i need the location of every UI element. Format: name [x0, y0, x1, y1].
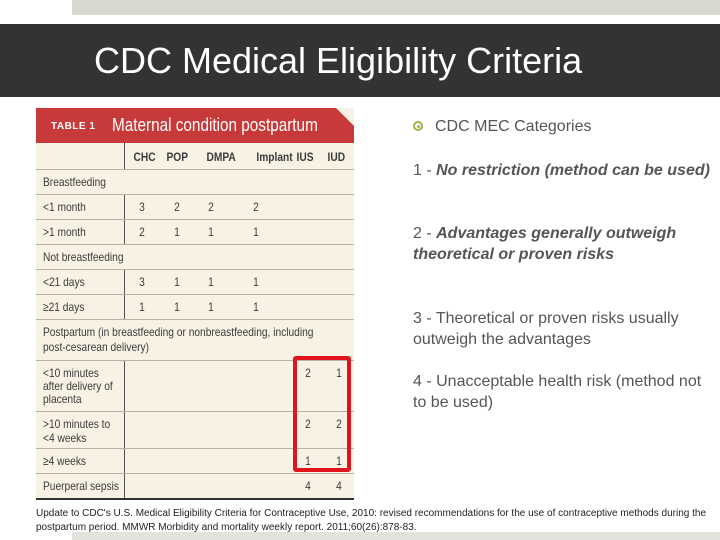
cell: 2 [253, 200, 259, 214]
cell: 1 [305, 454, 311, 468]
category-item: 4 - Unacceptable health risk (method not… [413, 371, 713, 413]
table-row: Puerperal sepsis 4 4 [36, 474, 354, 500]
table-row: ≥21 days 1 1 1 1 [36, 295, 354, 320]
row-label: Puerperal sepsis [43, 479, 119, 493]
table-header-banner: TABLE 1 Maternal condition postpartum [36, 108, 354, 143]
col-header: IUD [327, 150, 346, 164]
bullet-circle-icon [413, 120, 423, 131]
cell: 1 [208, 275, 214, 289]
category-text: Theoretical or proven risks usually outw… [413, 310, 679, 348]
cell: 2 [139, 225, 145, 239]
table-row: <1 month 3 2 2 2 [36, 195, 354, 220]
row-label: ≥4 weeks [43, 454, 87, 468]
cell: 4 [305, 479, 311, 493]
cell: 1 [139, 300, 145, 314]
category-number: 4 - [413, 373, 437, 390]
cell: 2 [305, 417, 311, 431]
cell: 1 [174, 275, 180, 289]
row-label: >10 minutes to [43, 417, 111, 431]
category-item: 3 - Theoretical or proven risks usually … [413, 308, 713, 350]
cell: 2 [336, 417, 342, 431]
row-label-line3: placenta [43, 392, 82, 406]
col-header: CHC [133, 150, 156, 164]
category-text: No restriction (method can be used) [436, 162, 710, 179]
category-number: 2 - [413, 225, 437, 242]
col-header: Implant [256, 150, 293, 164]
eligibility-table: TABLE 1 Maternal condition postpartum CH… [36, 108, 354, 500]
row-label: <1 month [43, 200, 86, 214]
section-label: Breastfeeding [43, 175, 106, 189]
category-number: 1 - [413, 162, 437, 179]
section-row: Postpartum (in breastfeeding or nonbreas… [36, 320, 354, 361]
cell: 1 [336, 454, 342, 468]
cell: 1 [174, 225, 180, 239]
row-label: <10 minutes [43, 366, 99, 380]
table-row: >10 minutes to <4 weeks 2 2 [36, 412, 354, 449]
category-text: Unacceptable health risk (method not to … [413, 373, 702, 411]
slide-title: CDC Medical Eligibility Criteria [94, 40, 583, 81]
col-header: DMPA [206, 150, 236, 164]
cell: 1 [208, 300, 214, 314]
category-number: 3 - [413, 310, 436, 327]
row-label: <21 days [43, 275, 85, 289]
section-row: Breastfeeding [36, 170, 354, 195]
table-row: ≥4 weeks 1 1 [36, 449, 354, 474]
cell: 2 [305, 366, 311, 380]
highlight-box [293, 356, 351, 472]
table-tag: TABLE 1 [51, 121, 96, 132]
cell: 1 [253, 275, 259, 289]
section-label-line2: post-cesarean delivery) [43, 340, 150, 354]
category-item: 2 - Advantages generally outweigh theore… [413, 223, 713, 265]
row-label-line2: <4 weeks [43, 431, 87, 445]
cell: 3 [139, 275, 145, 289]
table-column-headers: CHC POP DMPA Implant IUS IUD [36, 143, 354, 170]
cell: 2 [174, 200, 180, 214]
categories-heading-text: CDC MEC Categories [435, 118, 592, 135]
cell: 4 [336, 479, 342, 493]
cell: 1 [253, 225, 259, 239]
table-row: >1 month 2 1 1 1 [36, 220, 354, 245]
section-row: Not breastfeeding [36, 245, 354, 270]
cell: 1 [253, 300, 259, 314]
category-item: 1 - No restriction (method can be used) [413, 160, 713, 181]
row-label: >1 month [43, 225, 86, 239]
bottom-decorative-band [72, 532, 720, 540]
cell: 2 [208, 200, 214, 214]
cell: 3 [139, 200, 145, 214]
section-label: Postpartum (in breastfeeding or nonbreas… [43, 325, 314, 339]
citation: Update to CDC's U.S. Medical Eligibility… [36, 508, 706, 533]
section-label: Not breastfeeding [43, 250, 124, 264]
col-header: POP [166, 150, 189, 164]
table-title: Maternal condition postpartum [112, 115, 318, 135]
col-header: IUS [296, 150, 314, 164]
cell: 1 [208, 225, 214, 239]
table-row: <10 minutes after delivery of placenta 2… [36, 361, 354, 412]
cell: 1 [174, 300, 180, 314]
category-text: Advantages generally outweigh theoretica… [413, 225, 677, 263]
table-row: <21 days 3 1 1 1 [36, 270, 354, 295]
cell: 1 [336, 366, 342, 380]
top-decorative-band [72, 0, 720, 15]
row-label-line2: after delivery of [43, 379, 113, 393]
categories-heading: CDC MEC Categories [413, 118, 591, 136]
title-bar: CDC Medical Eligibility Criteria [0, 24, 720, 97]
row-label: ≥21 days [43, 300, 85, 314]
